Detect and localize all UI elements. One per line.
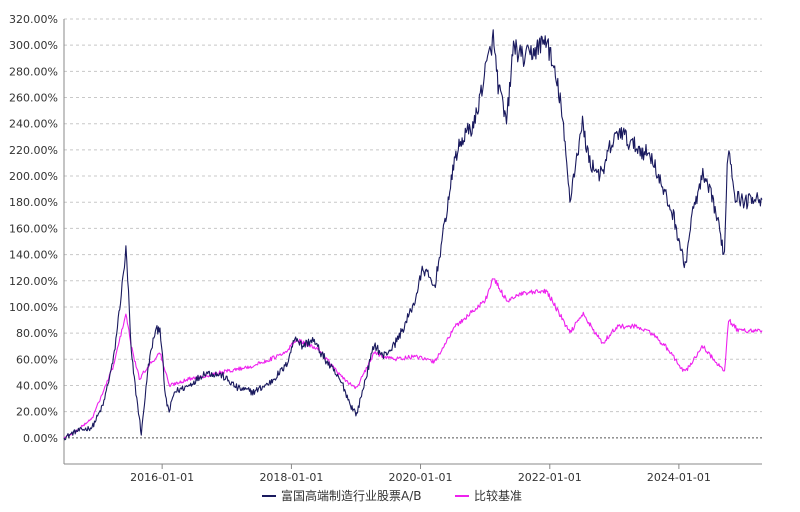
y-tick-label: 200.00% — [9, 170, 58, 183]
plot-area — [63, 29, 763, 441]
x-tick-label: 2020-01-01 — [389, 471, 453, 484]
y-axis: 0.00% 20.00% 40.00% 60.00% 80.00% 100.00% 120.… — [9, 13, 65, 464]
y-tick-label: 160.00% — [9, 222, 58, 235]
x-tick-label: 2024-01-01 — [647, 471, 711, 484]
x-axis: 2016-01-01 2018-01-01 2020-01-01 2022-01-01… — [64, 463, 762, 484]
y-tick-label: 80.00% — [16, 327, 58, 340]
y-tick-label: 240.00% — [9, 118, 58, 131]
legend-label: 比较基准 — [474, 488, 522, 503]
legend: 富国高端制造行业股票A/B 比较基准 — [262, 488, 522, 503]
y-tick-label: 20.00% — [16, 406, 58, 419]
y-tick-label: 220.00% — [9, 144, 58, 157]
y-tick-label: 0.00% — [23, 432, 58, 445]
series-line-benchmark — [63, 278, 763, 439]
y-tick-label: 120.00% — [9, 275, 58, 288]
y-tick-label: 180.00% — [9, 196, 58, 209]
legend-label: 富国高端制造行业股票A/B — [281, 488, 422, 503]
y-tick-label: 260.00% — [9, 92, 58, 105]
y-tick-label: 100.00% — [9, 301, 58, 314]
x-tick-label: 2018-01-01 — [259, 471, 323, 484]
grid — [64, 18, 762, 439]
series-line-fund — [63, 29, 763, 441]
y-tick-label: 320.00% — [9, 13, 58, 26]
y-tick-label: 280.00% — [9, 65, 58, 78]
y-tick-label: 60.00% — [16, 353, 58, 366]
y-tick-label: 300.00% — [9, 39, 58, 52]
x-tick-label: 2016-01-01 — [130, 471, 194, 484]
y-tick-label: 40.00% — [16, 379, 58, 392]
y-tick-label: 140.00% — [9, 249, 58, 262]
x-tick-label: 2022-01-01 — [518, 471, 582, 484]
